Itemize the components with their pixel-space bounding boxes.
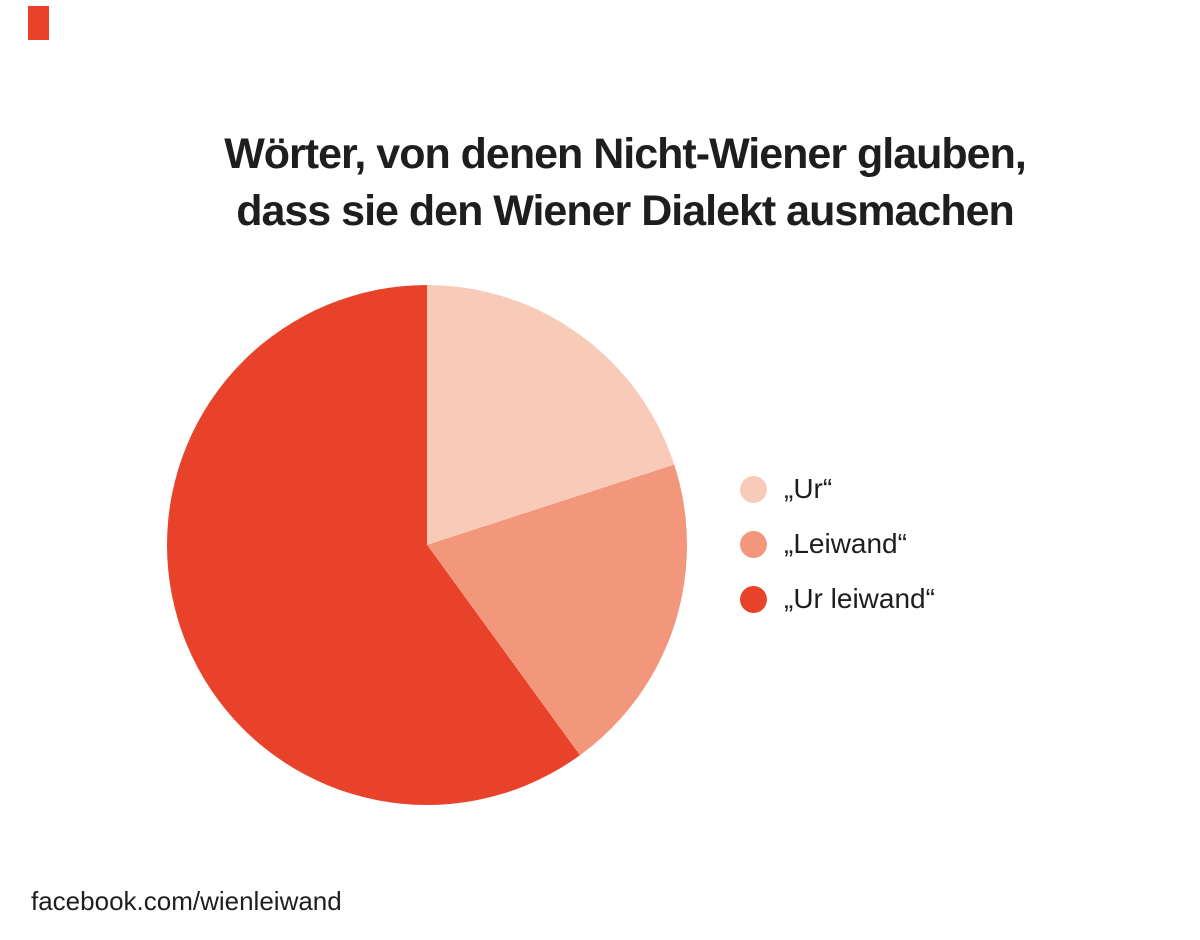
- legend-label-ur: „Ur“: [784, 473, 833, 504]
- legend-swatch-ur-icon: [740, 475, 767, 503]
- legend-swatch-leiwand-icon: [740, 530, 767, 558]
- chart-title-line-2: dass sie den Wiener Dialekt ausmachen: [236, 187, 1015, 235]
- legend-item-leiwand: „Leiwand“: [740, 530, 935, 558]
- legend-label-leiwand: „Leiwand“: [784, 528, 907, 559]
- legend-item-ur: „Ur“: [740, 475, 935, 503]
- legend-swatch-ur-leiwand-icon: [740, 585, 767, 613]
- footer-url: facebook.com/wienleiwand: [31, 886, 342, 916]
- pie-chart: [167, 285, 687, 805]
- chart-title: Wörter, von denen Nicht-Wiener glauben, …: [25, 126, 1200, 240]
- chart-title-line-1: Wörter, von denen Nicht-Wiener glauben,: [224, 130, 1027, 178]
- legend: „Ur“ „Leiwand“ „Ur leiwand“: [740, 475, 935, 613]
- legend-item-ur-leiwand: „Ur leiwand“: [740, 585, 935, 613]
- legend-label-ur-leiwand: „Ur leiwand“: [784, 583, 935, 614]
- accent-mark: [28, 6, 49, 40]
